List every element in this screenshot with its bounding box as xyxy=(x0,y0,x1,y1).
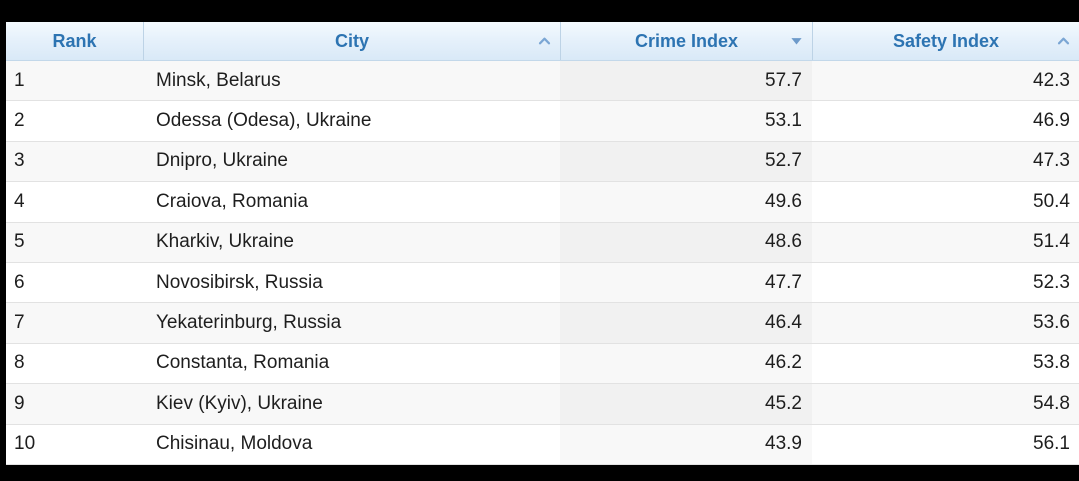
table-row: 6 Novosibirsk, Russia 47.7 52.3 xyxy=(6,262,1079,304)
cell-safety-index: 51.4 xyxy=(1033,231,1070,253)
cell-crime-index: 47.7 xyxy=(560,263,812,302)
column-header-safety-index-label: Safety Index xyxy=(892,30,1000,51)
cell-crime-index: 48.6 xyxy=(560,223,812,262)
table-row: 4 Craiova, Romania 49.6 50.4 xyxy=(6,182,1079,223)
cell-city: Kiev (Kyiv), Ukraine xyxy=(156,392,323,414)
cell-crime-index: 49.6 xyxy=(560,182,812,221)
cell-crime-index: 53.1 xyxy=(560,101,812,140)
triangle-down-icon xyxy=(790,37,803,46)
cell-safety-index: 46.9 xyxy=(1033,110,1070,132)
table-row: 9 Kiev (Kyiv), Ukraine 45.2 54.8 xyxy=(6,384,1079,425)
column-header-rank[interactable]: Rank xyxy=(6,22,143,60)
cell-safety-index: 52.3 xyxy=(1033,271,1070,293)
cell-city: Constanta, Romania xyxy=(156,352,330,374)
cell-rank: 9 xyxy=(14,392,25,414)
column-header-crime-index-label: Crime Index xyxy=(634,30,739,51)
table-row: 1 Minsk, Belarus 57.7 42.3 xyxy=(6,61,1079,102)
column-header-rank-label: Rank xyxy=(52,30,97,51)
cell-rank: 3 xyxy=(14,150,25,172)
table-row: 7 Yekaterinburg, Russia 46.4 53.6 xyxy=(6,303,1079,344)
cell-city: Minsk, Belarus xyxy=(156,69,281,91)
table-body: 1 Minsk, Belarus 57.7 42.3 2 Odessa (Ode… xyxy=(6,61,1079,465)
cell-city: Chisinau, Moldova xyxy=(156,433,313,455)
crime-index-table: Rank City Crime Index Safety Index 1 Min… xyxy=(6,22,1079,465)
cell-rank: 8 xyxy=(14,352,25,374)
cell-rank: 1 xyxy=(14,69,25,91)
cell-city: Novosibirsk, Russia xyxy=(156,271,323,293)
cell-city: Dnipro, Ukraine xyxy=(156,150,288,172)
table-row: 2 Odessa (Odesa), Ukraine 53.1 46.9 xyxy=(6,101,1079,142)
cell-rank: 6 xyxy=(14,271,25,293)
cell-crime-index: 43.9 xyxy=(560,425,812,464)
chevron-up-icon xyxy=(1057,37,1070,46)
table-row: 10 Chisinau, Moldova 43.9 56.1 xyxy=(6,424,1079,465)
table-row: 8 Constanta, Romania 46.2 53.8 xyxy=(6,343,1079,385)
cell-city: Kharkiv, Ukraine xyxy=(156,231,294,253)
cell-crime-index: 57.7 xyxy=(560,61,812,100)
table-row: 5 Kharkiv, Ukraine 48.6 51.4 xyxy=(6,222,1079,263)
cell-crime-index: 52.7 xyxy=(560,142,812,181)
cell-safety-index: 53.6 xyxy=(1033,312,1070,334)
cell-rank: 7 xyxy=(14,312,25,334)
cell-rank: 5 xyxy=(14,231,25,253)
cell-safety-index: 50.4 xyxy=(1033,190,1070,212)
column-header-city-label: City xyxy=(334,30,369,51)
cell-safety-index: 56.1 xyxy=(1033,433,1070,455)
cell-rank: 2 xyxy=(14,110,25,132)
cell-city: Odessa (Odesa), Ukraine xyxy=(156,110,372,132)
cell-crime-index: 45.2 xyxy=(560,384,812,423)
column-header-safety-index[interactable]: Safety Index xyxy=(812,22,1079,60)
cell-safety-index: 47.3 xyxy=(1033,150,1070,172)
cell-safety-index: 54.8 xyxy=(1033,392,1070,414)
cell-city: Yekaterinburg, Russia xyxy=(156,312,342,334)
cell-safety-index: 53.8 xyxy=(1033,352,1070,374)
cell-crime-index: 46.4 xyxy=(560,303,812,342)
cell-city: Craiova, Romania xyxy=(156,190,309,212)
column-header-city[interactable]: City xyxy=(143,22,560,60)
cell-crime-index: 46.2 xyxy=(560,344,812,383)
cell-rank: 10 xyxy=(14,433,36,455)
cell-rank: 4 xyxy=(14,190,25,212)
column-header-crime-index[interactable]: Crime Index xyxy=(560,22,812,60)
cell-safety-index: 42.3 xyxy=(1033,69,1070,91)
table-row: 3 Dnipro, Ukraine 52.7 47.3 xyxy=(6,141,1079,183)
chevron-up-icon xyxy=(538,37,551,46)
table-header-row: Rank City Crime Index Safety Index xyxy=(6,22,1079,61)
